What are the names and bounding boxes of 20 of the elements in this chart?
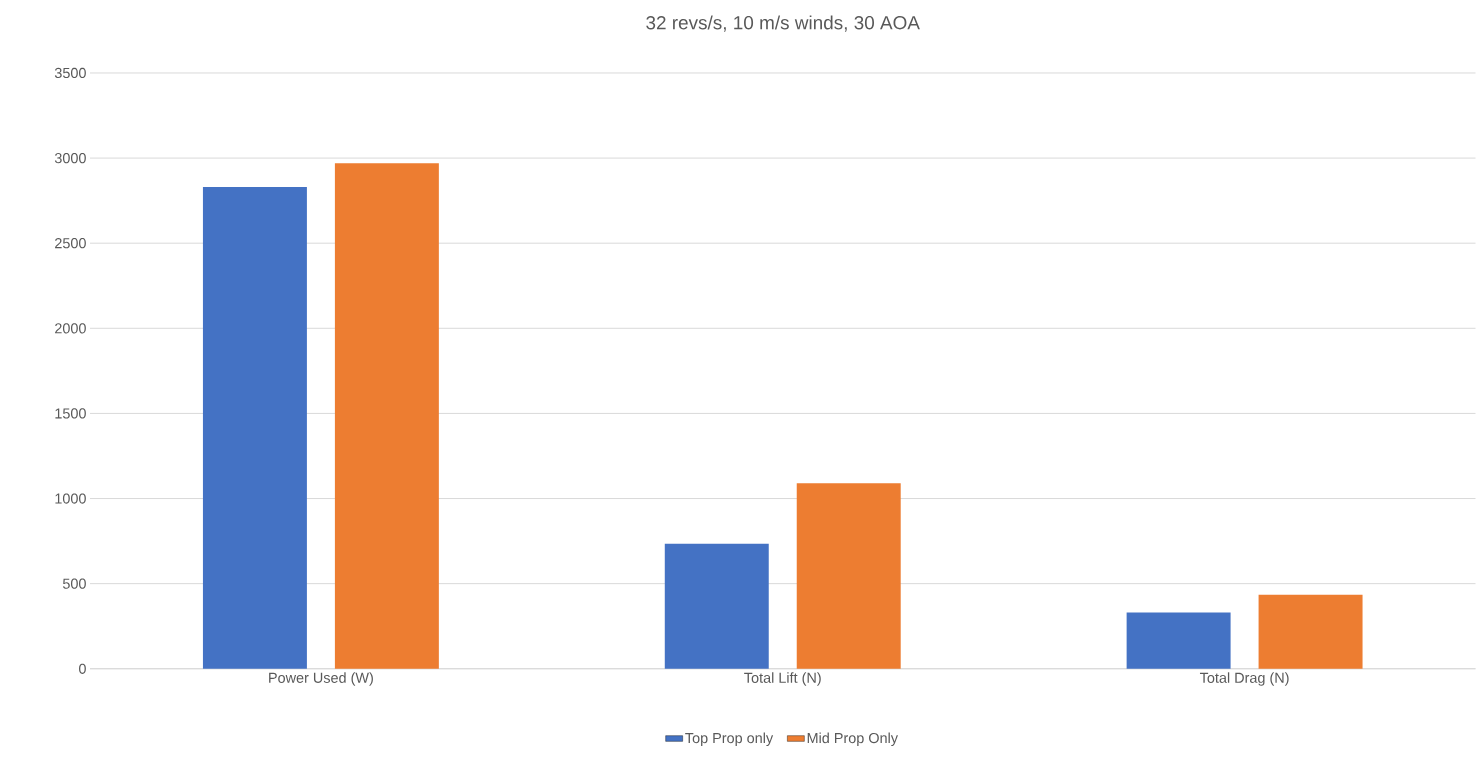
y-tick-label: 3000 [54, 153, 86, 164]
bar [1258, 594, 1363, 669]
y-tick-label: 1000 [55, 493, 86, 504]
legend-label: Top Prop only [685, 732, 774, 747]
y-tick-label: 0 [78, 663, 86, 675]
legend-label: Mid Prop Only [807, 732, 898, 747]
bar [796, 483, 901, 669]
bar [664, 543, 769, 669]
chart-title: 32 revs/s, 10 m/s winds, 30 AOA [646, 15, 920, 32]
y-tick-label: 500 [62, 578, 86, 589]
bar [202, 187, 307, 669]
bar [1126, 612, 1231, 669]
x-tick-label: Power Used (W) [269, 672, 373, 686]
x-tick-label: Total Lift (N) [744, 672, 821, 686]
y-tick-label: 1500 [55, 408, 86, 419]
bar [334, 163, 439, 669]
y-tick-label: 3500 [54, 67, 86, 79]
x-tick-label: Total Drag (N) [1199, 672, 1289, 686]
y-tick-label: 2000 [55, 323, 86, 334]
y-tick-label: 2500 [55, 238, 86, 249]
